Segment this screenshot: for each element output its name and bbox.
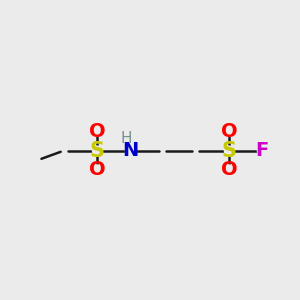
Text: O: O bbox=[89, 122, 105, 141]
Text: H: H bbox=[121, 131, 132, 146]
Circle shape bbox=[92, 165, 101, 174]
Text: O: O bbox=[220, 160, 237, 179]
Text: S: S bbox=[221, 141, 236, 160]
Text: F: F bbox=[255, 141, 268, 160]
Text: S: S bbox=[89, 141, 104, 160]
Text: O: O bbox=[220, 122, 237, 141]
Text: N: N bbox=[122, 141, 138, 160]
Circle shape bbox=[224, 165, 233, 174]
Circle shape bbox=[92, 146, 101, 155]
Circle shape bbox=[224, 127, 233, 136]
Circle shape bbox=[92, 127, 101, 136]
Circle shape bbox=[125, 146, 134, 155]
Circle shape bbox=[257, 146, 266, 155]
Circle shape bbox=[224, 146, 233, 155]
Text: O: O bbox=[89, 160, 105, 179]
